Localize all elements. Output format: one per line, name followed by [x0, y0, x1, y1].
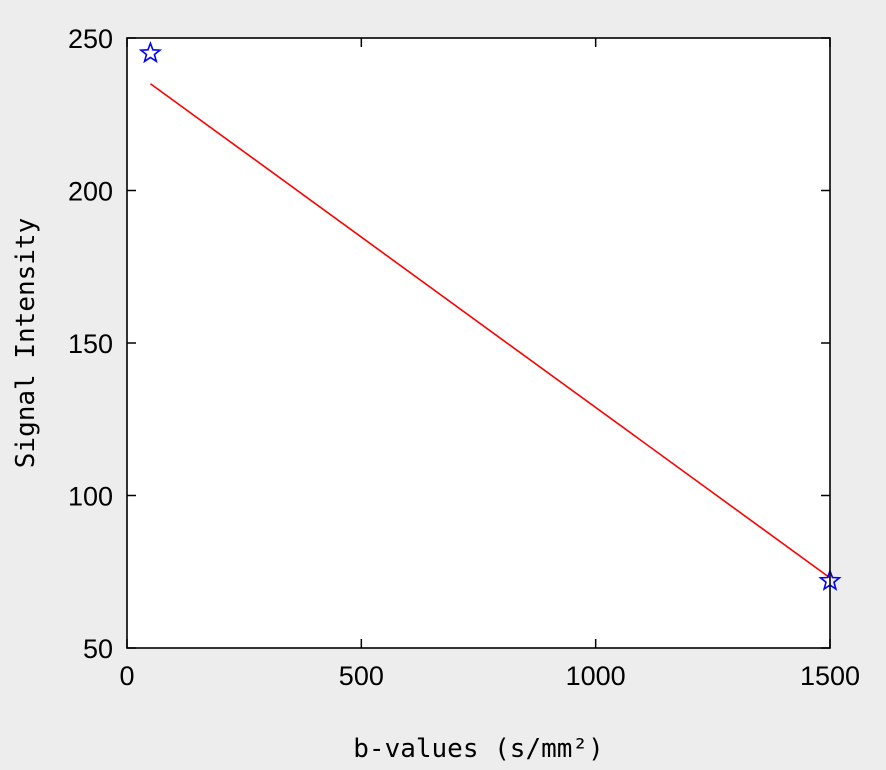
fit-line	[149, 83, 831, 579]
y-tick-label: 200	[68, 177, 113, 207]
y-tick-label: 250	[68, 24, 113, 54]
y-tick-label: 50	[83, 634, 113, 664]
x-axis-title: b-values (s/mm²)	[353, 734, 603, 764]
labels-layer: 0 500 1000 1500 50 100 150 200 250	[68, 24, 860, 691]
ticks-layer	[126, 37, 831, 649]
x-tick-label: 0	[119, 661, 134, 691]
x-tick-label: 500	[339, 661, 384, 691]
y-tick-label: 100	[68, 482, 113, 512]
x-tick-label: 1000	[566, 661, 626, 691]
plot-area	[127, 38, 830, 648]
data-point-star	[138, 40, 163, 64]
x-tick-label: 1500	[800, 661, 860, 691]
y-tick-label: 150	[68, 329, 113, 359]
y-axis-title: Signal Intensity	[11, 218, 41, 468]
